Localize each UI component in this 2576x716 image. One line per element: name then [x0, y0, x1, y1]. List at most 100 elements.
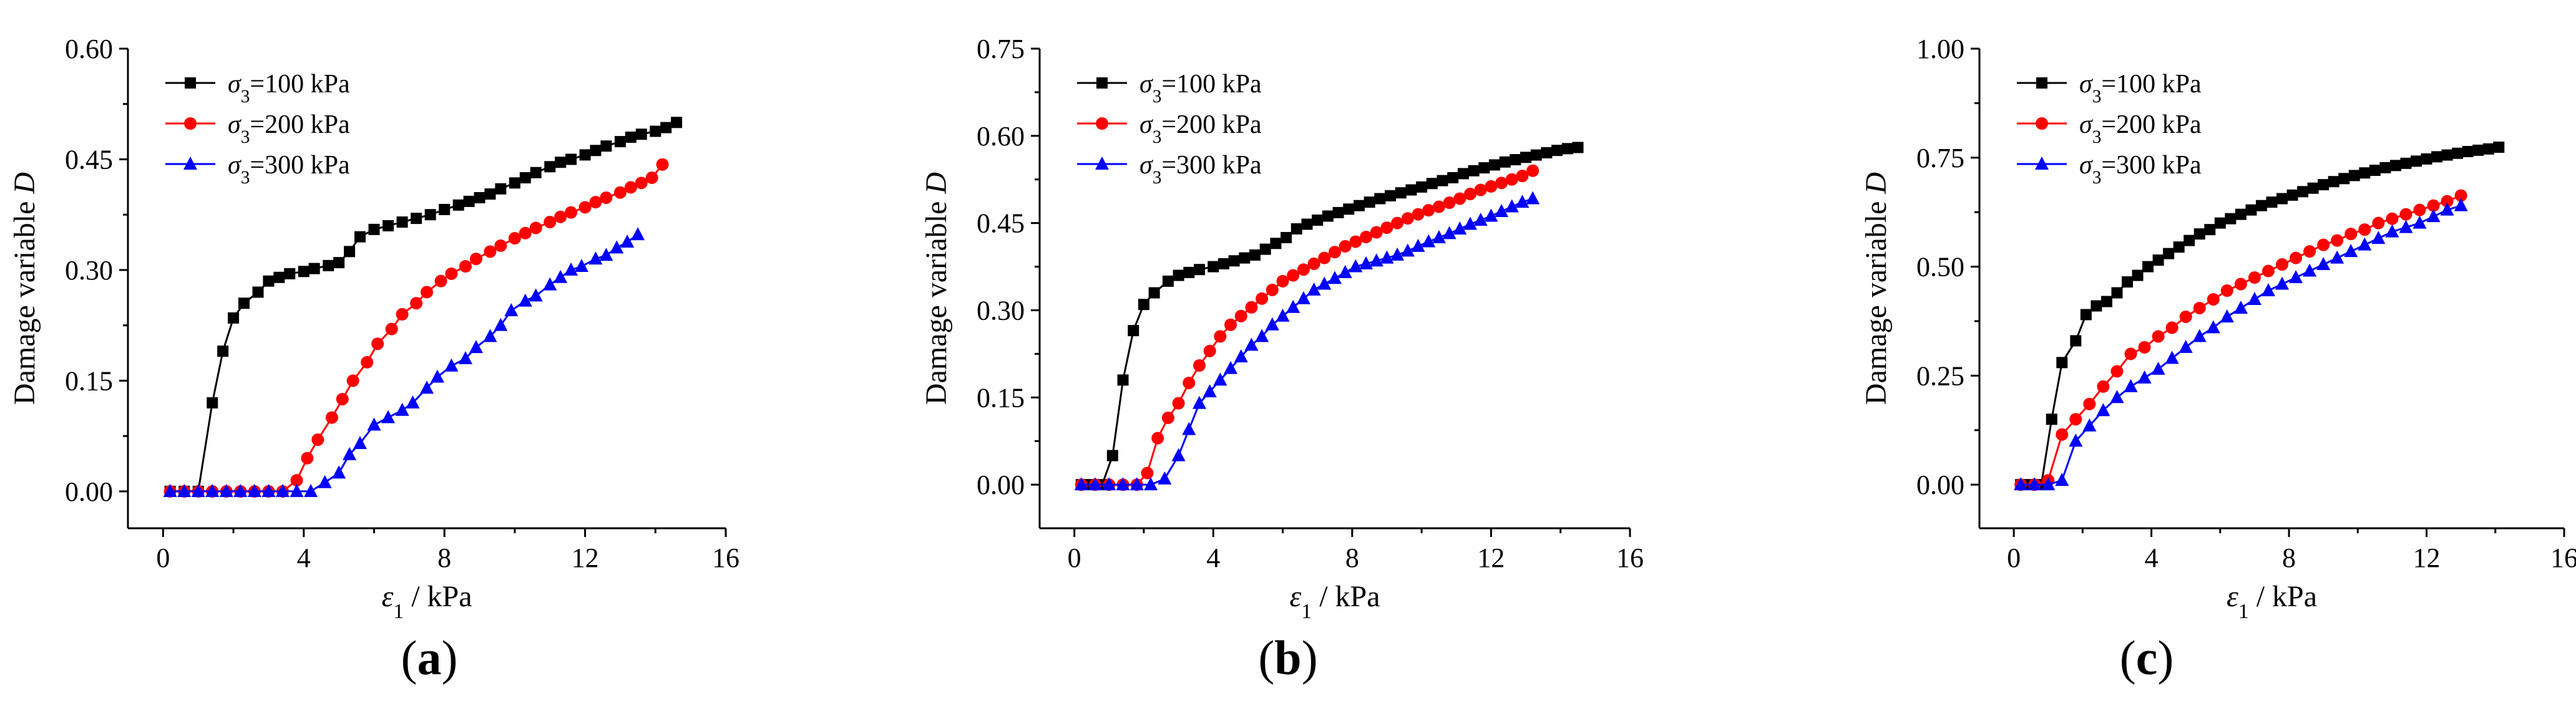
data-point-circle	[1161, 411, 1174, 424]
data-point-triangle	[2055, 473, 2069, 486]
data-point-triangle	[1182, 422, 1196, 435]
data-point-square	[1499, 156, 1511, 168]
data-point-circle	[1307, 257, 1320, 270]
data-point-triangle	[494, 317, 508, 331]
data-point-circle	[2331, 234, 2344, 247]
series-circle	[2014, 189, 2467, 491]
data-point-circle	[2110, 365, 2124, 378]
data-point-square	[2410, 155, 2422, 167]
data-point-triangle	[1286, 299, 1300, 313]
data-point-circle	[1526, 164, 1539, 177]
data-point-square	[474, 191, 485, 203]
y-axis-label: Damage variable D	[920, 172, 953, 405]
data-point-square	[368, 223, 380, 235]
data-point-triangle	[343, 447, 357, 460]
data-point-square	[1117, 374, 1129, 386]
data-point-square	[1239, 252, 1251, 264]
data-point-triangle	[2206, 320, 2220, 334]
data-point-square	[1353, 200, 1365, 211]
data-point-triangle	[1234, 349, 1248, 363]
y-axis-label: Damage variable D	[8, 172, 41, 405]
data-point-square	[185, 77, 196, 89]
data-point-square	[1364, 196, 1375, 208]
data-point-square	[2318, 179, 2330, 191]
data-point-square	[1395, 187, 1407, 199]
data-point-square	[2359, 167, 2371, 179]
data-point-triangle	[620, 234, 635, 248]
data-point-square	[1468, 165, 1480, 177]
data-point-triangle	[163, 483, 177, 497]
data-point-triangle	[1244, 337, 1259, 351]
data-point-triangle	[1129, 477, 1144, 491]
y-tick-label: 0.30	[65, 255, 113, 286]
data-point-circle	[1505, 173, 1518, 186]
data-point-triangle	[219, 483, 233, 497]
data-point-triangle	[2178, 339, 2193, 353]
data-point-triangle	[1213, 372, 1227, 386]
data-point-circle	[2069, 413, 2082, 426]
x-tick-label: 4	[297, 543, 311, 573]
data-point-triangle	[183, 157, 197, 170]
data-point-square	[463, 195, 475, 207]
data-point-triangle	[2124, 379, 2138, 392]
data-point-square	[2369, 165, 2381, 177]
data-point-triangle	[2165, 351, 2179, 364]
data-point-triangle	[290, 483, 304, 497]
data-point-circle	[544, 216, 557, 229]
data-point-square	[2441, 149, 2453, 161]
data-point-triangle	[610, 240, 624, 254]
data-point-square	[2245, 204, 2257, 216]
data-point-circle	[1391, 216, 1404, 230]
data-point-circle	[565, 206, 578, 219]
data-point-square	[565, 153, 577, 165]
data-point-square	[1551, 145, 1563, 157]
data-point-circle	[1256, 292, 1269, 305]
data-point-circle	[1464, 188, 1477, 201]
data-point-triangle	[233, 483, 248, 497]
data-point-square	[228, 312, 240, 324]
data-point-circle	[2344, 228, 2358, 241]
data-point-triangle	[1074, 477, 1088, 491]
data-point-triangle	[1276, 308, 1290, 322]
data-point-triangle	[1411, 238, 1425, 252]
data-point-triangle	[1116, 477, 1130, 491]
data-point-circle	[2036, 117, 2048, 130]
x-tick-label: 8	[437, 543, 451, 573]
data-point-triangle	[469, 340, 483, 354]
data-point-square	[1259, 243, 1271, 255]
chart-panel-a: 0 4 8 12 16 0.00 0.15 0.30 0.45 0.60 ε1 / kPa Damag…	[0, 0, 859, 716]
data-point-triangle	[1349, 259, 1363, 273]
data-point-triangle	[261, 483, 276, 497]
x-tick-label: 8	[2282, 543, 2296, 573]
data-point-square	[323, 259, 334, 271]
data-point-square	[2338, 173, 2350, 185]
data-point-square	[2056, 357, 2068, 369]
data-point-circle	[2261, 264, 2275, 278]
data-point-square	[439, 203, 451, 215]
data-point-square	[555, 157, 567, 168]
data-point-square	[1343, 203, 1355, 215]
series-circle	[163, 158, 669, 498]
data-point-circle	[1401, 212, 1414, 225]
data-point-square	[2036, 77, 2047, 89]
data-point-triangle	[2316, 257, 2331, 271]
data-point-square	[2462, 145, 2474, 157]
data-point-square	[452, 199, 464, 211]
data-point-triangle	[1442, 226, 1456, 239]
data-point-triangle	[2151, 361, 2165, 375]
y-tick-label: 0.60	[977, 121, 1025, 152]
data-point-circle	[635, 177, 648, 190]
data-point-square	[1457, 168, 1469, 180]
data-point-circle	[1422, 204, 1435, 217]
data-point-square	[252, 286, 264, 298]
data-point-triangle	[1526, 191, 1540, 205]
x-tick-label: 0	[2007, 543, 2021, 573]
data-point-square	[1290, 223, 1302, 235]
data-point-square	[484, 188, 496, 200]
data-point-circle	[494, 239, 507, 252]
data-point-square	[635, 128, 647, 140]
y-tick-label: 0.60	[65, 34, 113, 64]
data-point-triangle	[1473, 212, 1488, 226]
data-point-square	[1162, 275, 1174, 287]
y-tick-label: 0.00	[65, 477, 113, 507]
